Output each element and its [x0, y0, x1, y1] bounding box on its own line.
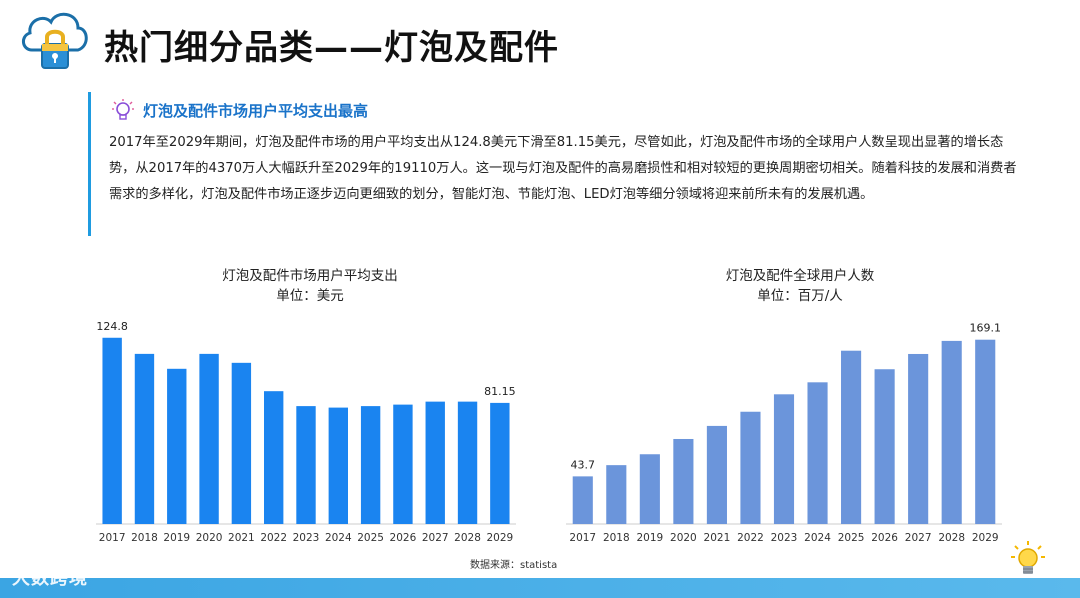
highlight-body: 2017年至2029年期间，灯泡及配件市场的用户平均支出从124.8美元下滑至8… [109, 135, 1017, 202]
chart1-bar-2025 [360, 406, 381, 524]
chart1-avg-spend: 2017 124.8 2018 2019 2020 2021 2022 2023 2024 202… [96, 320, 516, 544]
chart2-bar-2025 [841, 350, 862, 524]
chart1-bar-2028 [457, 401, 478, 524]
chart1-tick-2019: 2019 [163, 532, 190, 544]
chart2-tick-2018: 2018 [603, 532, 630, 544]
chart2-bar-2024 [807, 382, 828, 524]
chart2-tick-2029: 2029 [972, 532, 999, 544]
chart2-tick-2019: 2019 [636, 532, 663, 544]
chart2-bar-2026 [874, 369, 895, 524]
chart1-bar-2017 [102, 337, 122, 524]
chart2-tick-2023: 2023 [771, 532, 798, 544]
cloud-lock-icon [22, 12, 88, 69]
chart2-tick-2022: 2022 [737, 532, 764, 544]
chart1-bar-2023 [296, 406, 316, 524]
chart1-subtitle: 单位：美元 [276, 288, 344, 304]
chart2-bar-2022 [740, 411, 761, 524]
page-title: 热门细分品类——灯泡及配件 [104, 28, 559, 68]
chart1-tick-2025: 2025 [357, 532, 384, 544]
chart1-bar-2024 [328, 407, 348, 524]
chart2-bar-2027 [908, 353, 929, 524]
chart1-bar-2029 [490, 402, 510, 524]
chart1-data-label-2029: 81.15 [484, 385, 516, 398]
chart2-tick-2026: 2026 [871, 532, 898, 544]
chart1-bar-2019 [167, 368, 187, 524]
chart1-tick-2028: 2028 [454, 532, 481, 544]
chart2-bar-2028 [941, 340, 962, 524]
chart1-tick-2029: 2029 [486, 532, 513, 544]
chart2-data-label-2017: 43.7 [571, 458, 596, 471]
chart2-tick-2017: 2017 [569, 532, 596, 544]
watermark-logo: 大数跨境 [12, 568, 88, 589]
chart2-bar-2029 [975, 339, 996, 524]
highlight-section: 灯泡及配件市场用户平均支出最高 2017年至2029年期间，灯泡及配件市场的用户… [88, 92, 1021, 236]
chart1-bar-2020 [199, 353, 219, 524]
chart1-tick-2027: 2027 [422, 532, 449, 544]
chart2-global-users: 2017 43.7 2018 2019 2020 2021 2022 2023 2024 2025… [566, 322, 1002, 544]
chart2-tick-2021: 2021 [704, 532, 731, 544]
chart1-tick-2023: 2023 [293, 532, 320, 544]
chart2-title-block: 灯泡及配件全球用户人数 单位：百万/人 [670, 266, 930, 306]
chart1-bar-2027 [425, 401, 445, 524]
chart1-tick-2021: 2021 [228, 532, 255, 544]
chart1-bar-2026 [393, 404, 413, 524]
footer-bar [0, 578, 1080, 598]
chart2-tick-2028: 2028 [938, 532, 965, 544]
chart2-data-label-2029: 169.1 [969, 322, 1001, 335]
highlight-title: 灯泡及配件市场用户平均支出最高 [143, 102, 369, 120]
chart1-tick-2022: 2022 [260, 532, 287, 544]
chart1-tick-2018: 2018 [131, 532, 158, 544]
data-source: 数据来源：statista [470, 560, 558, 571]
lightbulb-icon [112, 99, 134, 120]
lightbulb-icon [1011, 541, 1045, 574]
chart2-title: 灯泡及配件全球用户人数 [725, 268, 875, 284]
chart1-title-block: 灯泡及配件市场用户平均支出 单位：美元 [180, 266, 440, 306]
chart1-bar-2018 [134, 353, 155, 524]
header: 热门细分品类——灯泡及配件 [0, 0, 1080, 90]
chart2-subtitle: 单位：百万/人 [757, 288, 843, 304]
chart1-tick-2020: 2020 [196, 532, 223, 544]
chart1-tick-2024: 2024 [325, 532, 352, 544]
chart2-tick-2024: 2024 [804, 532, 831, 544]
chart1-title: 灯泡及配件市场用户平均支出 [222, 268, 398, 284]
chart1-data-label-2017: 124.8 [96, 320, 128, 333]
chart2-bar-2019 [639, 454, 660, 524]
chart2-tick-2025: 2025 [838, 532, 865, 544]
chart1-bar-2021 [231, 362, 252, 524]
chart1-bar-2022 [264, 391, 284, 524]
chart2-bar-2018 [606, 465, 627, 524]
chart2-bar-2020 [673, 438, 694, 524]
chart2-tick-2027: 2027 [905, 532, 932, 544]
chart2-bar-2017 [572, 476, 593, 524]
chart2-tick-2020: 2020 [670, 532, 697, 544]
chart2-bar-2021 [706, 425, 727, 524]
chart1-tick-2017: 2017 [99, 532, 126, 544]
chart2-bar-2023 [773, 394, 795, 524]
chart1-tick-2026: 2026 [390, 532, 417, 544]
